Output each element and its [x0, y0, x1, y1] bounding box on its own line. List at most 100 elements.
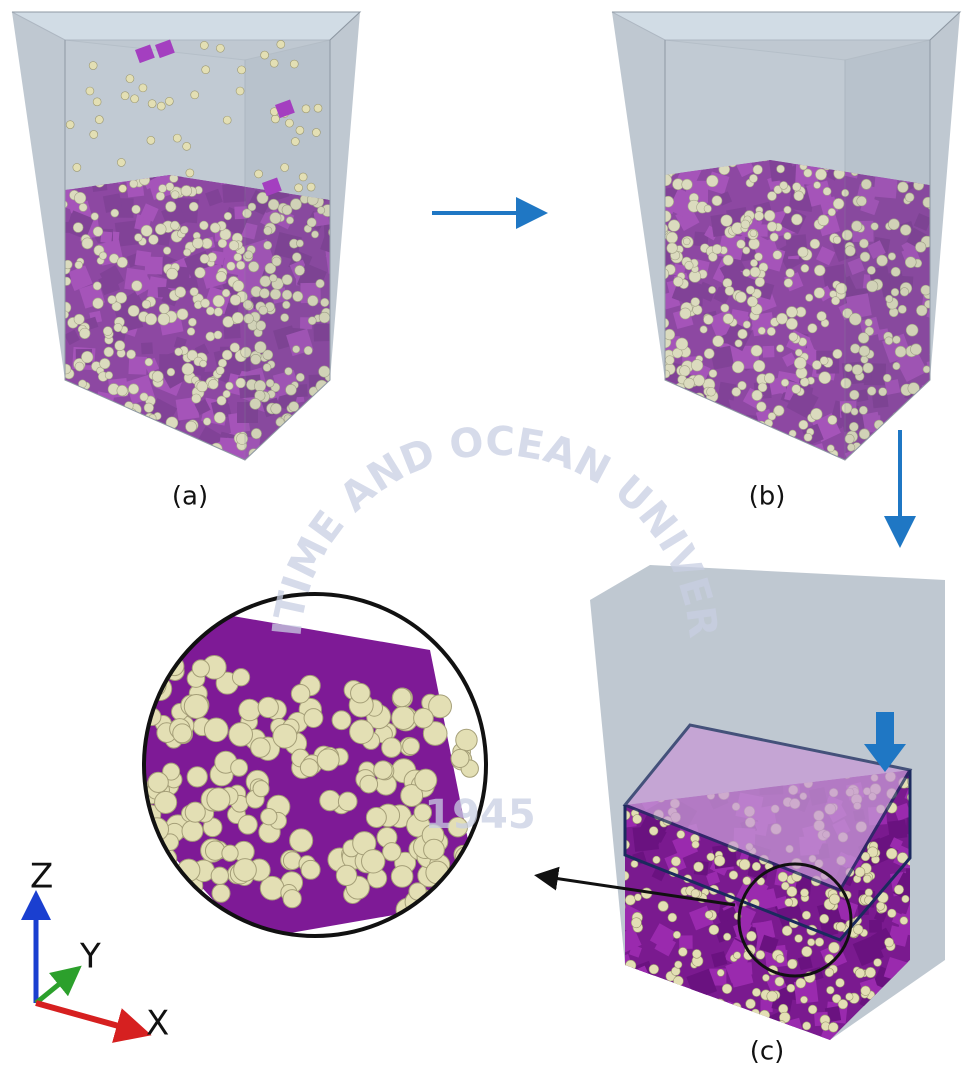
sphere-particle: [865, 967, 875, 977]
cube-particle: [807, 449, 828, 470]
sphere-particle: [211, 867, 228, 884]
sphere-particle: [136, 450, 148, 462]
cube-particle: [917, 414, 934, 431]
sphere-particle: [836, 978, 845, 987]
cube-particle: [316, 433, 334, 451]
sphere-particle: [309, 460, 318, 469]
cube-particle: [339, 415, 370, 446]
sphere-particle: [234, 859, 257, 882]
sphere-particle: [299, 173, 307, 181]
sphere-particle: [131, 95, 139, 103]
sphere-particle: [900, 917, 908, 925]
sphere-particle: [447, 872, 464, 889]
sphere-particle: [777, 458, 787, 468]
sphere-particle: [259, 457, 269, 467]
sphere-particle: [338, 792, 357, 811]
sphere-particle: [785, 898, 793, 906]
cube-particle: [775, 440, 796, 461]
scene: [12, 12, 963, 1072]
sphere-particle: [186, 169, 194, 177]
sphere-particle: [913, 408, 923, 418]
cube-particle: [692, 1029, 712, 1049]
sphere-particle: [796, 978, 806, 988]
sphere-particle: [360, 775, 378, 793]
sphere-particle: [890, 1031, 900, 1041]
sphere-particle: [918, 452, 928, 462]
sphere-particle: [299, 452, 311, 464]
sphere-particle: [724, 410, 731, 417]
sphere-particle: [629, 1034, 637, 1042]
sphere-particle: [679, 1019, 687, 1027]
sphere-particle: [751, 1009, 759, 1017]
sphere-particle: [778, 1021, 785, 1028]
sphere-particle: [634, 894, 641, 901]
sphere-particle: [807, 939, 814, 946]
sphere-particle: [293, 425, 303, 435]
sphere-particle: [634, 991, 643, 1000]
cube-particle: [622, 1041, 637, 1056]
sphere-particle: [77, 399, 88, 410]
cube-particle: [678, 405, 693, 420]
sphere-particle: [238, 66, 246, 74]
sphere-particle: [724, 444, 733, 453]
cube-particle: [314, 410, 335, 431]
cube-particle: [672, 985, 686, 999]
sphere-particle: [626, 992, 635, 1001]
sphere-particle: [284, 436, 291, 443]
sphere-particle: [739, 1023, 747, 1031]
sphere-particle: [904, 997, 915, 1008]
sphere-particle: [761, 447, 768, 454]
sphere-particle: [902, 895, 909, 902]
sphere-particle: [54, 433, 65, 444]
sphere-particle: [926, 440, 937, 451]
cube-particle: [152, 463, 165, 476]
sphere-particle: [415, 769, 437, 791]
sphere-particle: [68, 459, 76, 467]
sphere-particle: [366, 807, 386, 827]
sphere-particle: [273, 724, 297, 748]
box-front: [665, 40, 845, 460]
sphere-particle: [283, 890, 301, 908]
sphere-particle: [642, 1030, 649, 1037]
sphere-particle: [90, 130, 98, 138]
sphere-particle: [752, 988, 760, 996]
sphere-particle: [746, 999, 756, 1009]
sphere-particle: [113, 452, 122, 461]
sphere-particle: [855, 867, 865, 877]
sphere-particle: [714, 855, 725, 866]
sphere-particle: [75, 423, 85, 433]
cube-particle: [334, 374, 356, 396]
sphere-particle: [279, 457, 289, 467]
sphere-particle: [669, 988, 678, 997]
sphere-particle: [705, 1003, 716, 1014]
sphere-particle: [158, 870, 180, 892]
cube-particle: [311, 425, 325, 439]
sphere-particle: [657, 421, 668, 432]
sphere-particle: [678, 947, 687, 956]
sphere-particle: [622, 997, 632, 1007]
sphere-particle: [277, 40, 285, 48]
cube-particle: [104, 404, 122, 422]
sphere-particle: [752, 862, 760, 870]
sphere-particle: [236, 87, 244, 95]
sphere-particle: [382, 738, 402, 758]
sphere-particle: [653, 416, 660, 423]
sphere-particle: [332, 711, 351, 730]
container-box: [612, 12, 963, 487]
sphere-particle: [253, 781, 269, 797]
sphere-particle: [724, 416, 734, 426]
sphere-particle: [165, 97, 173, 105]
cube-particle: [261, 459, 278, 476]
cube-particle: [682, 463, 702, 483]
sphere-particle: [53, 435, 65, 447]
compressed-box: [590, 565, 945, 1072]
sphere-particle: [838, 999, 848, 1009]
cube-particle: [936, 432, 956, 452]
sphere-particle: [307, 183, 315, 191]
sphere-particle: [290, 829, 313, 852]
sphere-particle: [239, 699, 261, 721]
sphere-particle: [694, 1006, 704, 1016]
sphere-particle: [620, 1013, 627, 1020]
sphere-particle: [251, 738, 270, 757]
sphere-particle: [842, 1036, 851, 1045]
